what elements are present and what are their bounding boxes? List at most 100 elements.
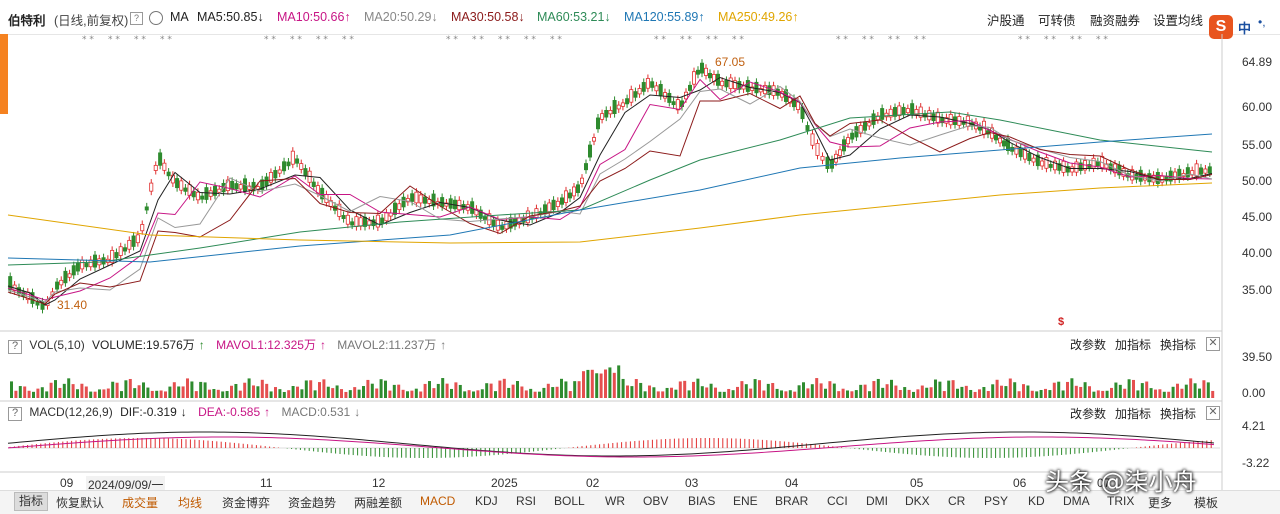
macd-close-icon[interactable]: ✕ xyxy=(1206,406,1220,420)
macd-help-icon[interactable]: ? xyxy=(8,407,22,421)
candle-body xyxy=(568,192,573,199)
volume-bar xyxy=(542,387,546,398)
candle-body xyxy=(1031,157,1036,163)
volume-bar xyxy=(969,389,973,398)
event-star-marker: * * xyxy=(706,35,718,45)
gear-icon[interactable] xyxy=(149,11,163,25)
indicator-tab[interactable]: RSI xyxy=(516,494,537,508)
volume-switch-indicator-button[interactable]: 换指标 xyxy=(1160,338,1197,352)
dividend-marker[interactable]: $ xyxy=(1058,316,1065,328)
volume-axis-bottom: 0.00 xyxy=(1242,386,1266,400)
macd-switch-indicator-button[interactable]: 换指标 xyxy=(1160,407,1197,421)
header-link-0[interactable]: 沪股通 xyxy=(987,14,1025,28)
ime-zh-label[interactable]: 中 xyxy=(1238,21,1252,36)
header-link-1[interactable]: 可转债 xyxy=(1038,14,1076,28)
volume-bar xyxy=(120,391,123,398)
ma20-line xyxy=(7,85,1213,303)
volume-bar xyxy=(133,388,137,398)
volume-bar xyxy=(441,378,445,398)
indicator-tab[interactable]: BOLL xyxy=(554,494,585,508)
candle-body xyxy=(491,219,496,227)
volume-bar xyxy=(1136,390,1140,398)
candle-body xyxy=(584,163,589,171)
indicator-tab[interactable]: CR xyxy=(948,494,966,508)
ime-punctuation-icon[interactable]: •, xyxy=(1258,15,1266,29)
header-link-3[interactable]: 设置均线 xyxy=(1153,14,1204,28)
candle-body xyxy=(671,101,676,106)
indicator-tab[interactable]: DMI xyxy=(866,494,888,508)
event-star-marker: * * xyxy=(914,35,926,45)
indicator-tab[interactable]: DKX xyxy=(905,494,930,508)
candle-body xyxy=(1070,166,1075,173)
candle-body xyxy=(654,85,659,92)
volume-bar xyxy=(678,381,682,398)
volume-bar xyxy=(199,381,203,398)
macd-add-indicator-button[interactable]: 加指标 xyxy=(1115,407,1152,421)
volume-edit-params-button[interactable]: 改参数 xyxy=(1070,338,1107,352)
volume-bar xyxy=(846,390,849,398)
candle-body xyxy=(724,80,729,88)
indicator-tab[interactable]: 资金博弈 xyxy=(222,496,271,510)
candle-body xyxy=(931,113,936,122)
volume-bar xyxy=(546,383,550,398)
indicator-tab[interactable]: OBV xyxy=(643,494,669,508)
indicator-tab[interactable]: BIAS xyxy=(688,494,716,508)
macd-edit-params-button[interactable]: 改参数 xyxy=(1070,407,1107,421)
volume-bar xyxy=(445,383,449,398)
indicator-tab[interactable]: 指标 xyxy=(14,492,49,511)
volume-bar xyxy=(854,390,858,398)
indicator-tab[interactable]: 模板 xyxy=(1194,496,1219,510)
volume-add-indicator-button[interactable]: 加指标 xyxy=(1115,338,1152,352)
volume-bar xyxy=(344,391,348,398)
candle-body xyxy=(805,125,810,131)
indicator-tab[interactable]: KDJ xyxy=(475,494,498,508)
candle-body xyxy=(616,104,621,110)
volume-bar xyxy=(1154,389,1157,398)
indicator-tab[interactable]: CCI xyxy=(827,494,848,508)
mavol1-value: MAVOL1:12.325万 ↑ xyxy=(216,338,326,352)
volume-bar xyxy=(630,386,634,398)
ma-value-3: MA30:50.58↓ xyxy=(451,10,525,24)
volume-bar xyxy=(1101,390,1105,398)
indicator-tab[interactable]: MACD xyxy=(420,494,456,508)
indicator-tab[interactable]: PSY xyxy=(984,494,1009,508)
volume-bar xyxy=(762,390,766,398)
price-tick-label: 45.00 xyxy=(1242,210,1273,224)
volume-bar xyxy=(414,388,418,398)
indicator-tab[interactable]: TRIX xyxy=(1107,494,1135,508)
event-star-marker: * * xyxy=(290,35,302,45)
indicator-tab[interactable]: 恢复默认 xyxy=(56,496,105,510)
indicator-tab[interactable]: BRAR xyxy=(775,494,809,508)
question-icon[interactable]: ? xyxy=(130,12,143,25)
indicator-tab[interactable]: DMA xyxy=(1063,494,1090,508)
volume-bar xyxy=(731,390,735,398)
indicator-tab[interactable]: 均线 xyxy=(178,496,203,510)
candle-body xyxy=(1023,148,1028,160)
indicator-tab[interactable]: 资金趋势 xyxy=(288,496,337,510)
indicator-tab[interactable]: KD xyxy=(1028,494,1045,508)
volume-bar xyxy=(194,391,198,398)
indicator-tab[interactable]: ENE xyxy=(733,494,758,508)
indicator-tab[interactable]: 两融差额 xyxy=(354,496,403,510)
candle-body xyxy=(135,234,140,244)
volume-bar xyxy=(947,380,951,398)
candle-body xyxy=(1207,166,1212,174)
candle-body xyxy=(67,273,72,278)
volume-bar xyxy=(36,388,40,398)
event-star-marker: * * xyxy=(680,35,692,45)
indicator-tab[interactable]: 成交量 xyxy=(122,496,159,510)
candle-body xyxy=(264,176,269,187)
volume-bar xyxy=(1176,383,1179,398)
candle-body xyxy=(629,89,634,103)
ma-label: MA xyxy=(170,10,189,24)
volume-close-icon[interactable]: ✕ xyxy=(1206,337,1220,351)
volume-help-icon[interactable]: ? xyxy=(8,340,22,354)
candle-body xyxy=(555,200,560,208)
volume-bar xyxy=(586,369,590,398)
indicator-tab[interactable]: WR xyxy=(605,494,625,508)
volume-bar xyxy=(362,386,365,398)
indicator-tab[interactable]: 更多 xyxy=(1148,496,1173,510)
candle-body xyxy=(337,203,342,217)
header-link-2[interactable]: 融资融券 xyxy=(1090,14,1141,28)
